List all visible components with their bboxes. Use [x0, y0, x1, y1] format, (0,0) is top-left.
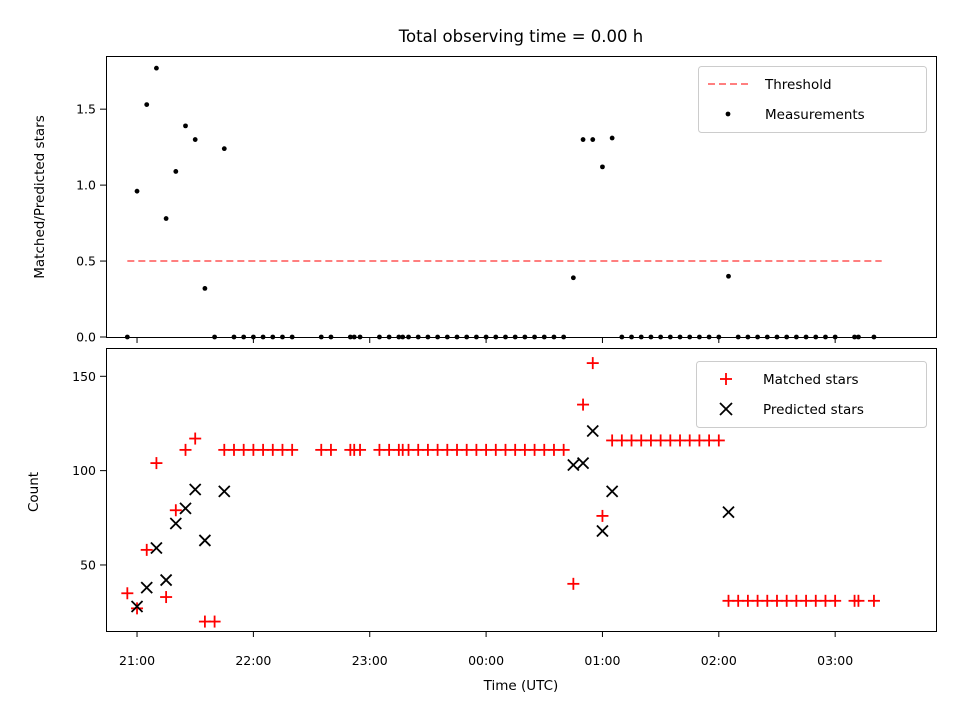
matched-star-point [586, 357, 599, 370]
matched-star-point [557, 443, 570, 456]
top-plot-area [124, 65, 882, 340]
legend-predicted-label: Predicted stars [763, 402, 864, 418]
matched-star-point [131, 602, 144, 615]
predicted-star-point [179, 502, 192, 515]
x-axis-label: Time (UTC) [483, 678, 559, 694]
measurement-point [600, 164, 605, 170]
measurement-point [221, 146, 227, 152]
top-y-tick-label: 0.5 [76, 254, 96, 269]
x-tick-label: 01:00 [584, 653, 620, 668]
chart-title: Total observing time = 0.00 h [398, 27, 643, 46]
x-tick-label: 23:00 [352, 653, 388, 668]
matched-star-point [852, 594, 865, 607]
measurement-point [580, 137, 586, 142]
top-legend: Threshold Measurements [698, 66, 927, 133]
counts-panel: Count Time (UTC) 50 100 150 21:00 22:00 23:00… [26, 348, 937, 694]
top-y-tick-label: 0.0 [76, 330, 96, 345]
legend-matched-label: Matched stars [763, 372, 859, 388]
top-axis-ticks: 0.0 0.5 1.0 1.5 [76, 102, 836, 345]
bottom-axes-frame [106, 348, 937, 632]
measurement-point [192, 137, 198, 142]
measurement-point [726, 273, 731, 279]
predicted-star-point [218, 485, 231, 498]
matched-star-point [286, 443, 299, 456]
predicted-star-point [130, 600, 144, 613]
matched-star-point [324, 443, 337, 456]
matched-star-point [160, 591, 173, 604]
bottom-legend-box [696, 361, 927, 428]
matched-star-point [712, 434, 725, 447]
bottom-y-tick-label: 100 [72, 463, 96, 478]
measurement-point [570, 275, 576, 281]
measurement-point [134, 188, 140, 194]
measurement-point [154, 65, 159, 71]
matched-star-point [577, 398, 590, 411]
measurement-point [163, 216, 169, 221]
legend-predicted-swatch [719, 402, 733, 416]
top-axes-frame [106, 56, 937, 338]
matched-star-point [189, 432, 202, 445]
bottom-plot-area [121, 357, 880, 628]
matched-star-point [567, 577, 580, 590]
x-tick-label: 22:00 [235, 653, 271, 668]
legend-measurements-swatch [725, 111, 731, 117]
predicted-star-point [140, 581, 153, 594]
matched-star-point [179, 443, 192, 456]
x-tick-label: 00:00 [468, 653, 504, 668]
measurement-point [202, 285, 208, 291]
matched-star-point [140, 543, 153, 556]
predicted-star-point [169, 517, 182, 530]
bottom-axis-ticks: 50 100 150 21:00 22:00 23:00 00:00 01:00 02:00 03… [72, 369, 853, 668]
matched-star-point [169, 504, 182, 517]
measurement-point [590, 137, 596, 142]
top-legend-box [698, 66, 927, 133]
predicted-star-point [159, 573, 173, 587]
matched-star-point [121, 587, 134, 600]
matched-star-point [354, 443, 367, 456]
predicted-star-point [576, 456, 590, 470]
legend-threshold-label: Threshold [764, 77, 832, 93]
bottom-y-tick-label: 150 [72, 369, 96, 384]
top-y-tick-label: 1.0 [76, 178, 96, 193]
matched-star-point [596, 509, 609, 522]
matched-star-point [829, 594, 842, 607]
legend-measurements-label: Measurements [765, 107, 865, 123]
predicted-star-point [606, 485, 619, 498]
top-y-axis-label: Matched/Predicted stars [32, 115, 48, 278]
measurement-point [173, 169, 179, 174]
predicted-star-point [596, 524, 609, 538]
legend-matched-swatch [720, 373, 732, 385]
x-tick-label: 21:00 [119, 653, 155, 668]
predicted-star-point [722, 506, 735, 519]
matched-star-point [867, 594, 880, 607]
matched-star-point [208, 615, 221, 628]
top-y-tick-label: 1.5 [76, 102, 96, 117]
predicted-star-point [567, 458, 580, 472]
predicted-star-point [150, 541, 163, 555]
bottom-y-axis-label: Count [26, 472, 42, 512]
measurement-point [609, 135, 615, 141]
measurements-panel: Total observing time = 0.00 h Matched/Pr… [32, 27, 937, 345]
predicted-star-point [189, 483, 202, 496]
bottom-legend: Matched stars Predicted stars [696, 361, 927, 428]
x-tick-label: 03:00 [817, 653, 853, 668]
predicted-star-point [586, 424, 599, 438]
measurement-point [144, 102, 150, 108]
bottom-y-tick-label: 50 [80, 557, 96, 572]
matched-star-point [150, 457, 163, 470]
predicted-star-point [198, 534, 212, 547]
measurement-point [183, 123, 188, 129]
x-tick-label: 02:00 [701, 653, 737, 668]
